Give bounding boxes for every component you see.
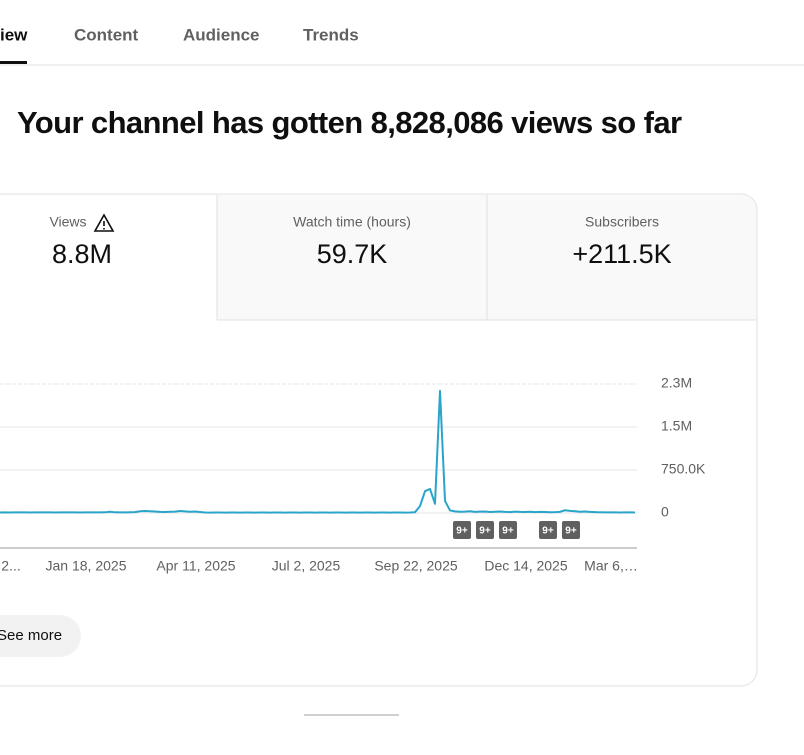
x-tick-label: Jan 18, 2025 bbox=[46, 558, 127, 574]
tab[interactable]: Content bbox=[74, 25, 139, 44]
chart: 0 750.0K 1.5M 2.3M 2... Jan 18, 2025 Apr 11, 2… bbox=[0, 375, 706, 574]
metric-value[interactable]: +211.5K bbox=[572, 239, 671, 269]
annotation-badge bbox=[476, 521, 494, 539]
tab[interactable]: iew bbox=[0, 25, 28, 44]
tab[interactable]: Trends bbox=[303, 25, 359, 44]
line-series bbox=[0, 389, 636, 514]
active-tab-underline bbox=[0, 61, 27, 64]
annotation-badge bbox=[499, 521, 517, 539]
annotation-badge bbox=[539, 521, 557, 539]
metric-label[interactable]: Views bbox=[49, 214, 86, 230]
metric-label[interactable]: Subscribers bbox=[585, 214, 659, 230]
x-tick-label: 2... bbox=[1, 558, 20, 574]
annotation-label: 9+ bbox=[565, 526, 577, 537]
warning-icon[interactable] bbox=[93, 213, 115, 232]
see-more-button[interactable] bbox=[0, 615, 81, 657]
metric-label[interactable]: Watch time (hours) bbox=[293, 214, 411, 230]
annotation-badge bbox=[453, 521, 471, 539]
y-tick-label: 1.5M bbox=[661, 418, 692, 434]
annotation-badge bbox=[562, 521, 580, 539]
metric-value[interactable]: 8.8M bbox=[52, 239, 112, 269]
annotation-label: 9+ bbox=[542, 526, 554, 537]
metric-tab-bg bbox=[487, 195, 756, 320]
x-tick-label: Jul 2, 2025 bbox=[272, 558, 341, 574]
x-tick-label: Mar 6,… bbox=[584, 558, 638, 574]
x-tick-label: Sep 22, 2025 bbox=[374, 558, 458, 574]
annotation-label: 9+ bbox=[502, 526, 514, 537]
y-tick-label: 0 bbox=[661, 504, 669, 520]
y-tick-label: 750.0K bbox=[661, 461, 706, 477]
y-tick-label: 2.3M bbox=[661, 375, 692, 391]
metric-tab-bg bbox=[217, 195, 487, 320]
x-tick-label: Apr 11, 2025 bbox=[156, 558, 235, 574]
annotation-label: 9+ bbox=[456, 526, 468, 537]
metric-value[interactable]: 59.7K bbox=[317, 239, 388, 269]
annotation-label: 9+ bbox=[479, 526, 491, 537]
see-more-label[interactable]: See more bbox=[0, 627, 62, 644]
tab[interactable]: Audience bbox=[183, 25, 260, 44]
x-tick-label: Dec 14, 2025 bbox=[484, 558, 567, 574]
headline: Your channel has gotten 8,828,086 views … bbox=[17, 105, 682, 140]
